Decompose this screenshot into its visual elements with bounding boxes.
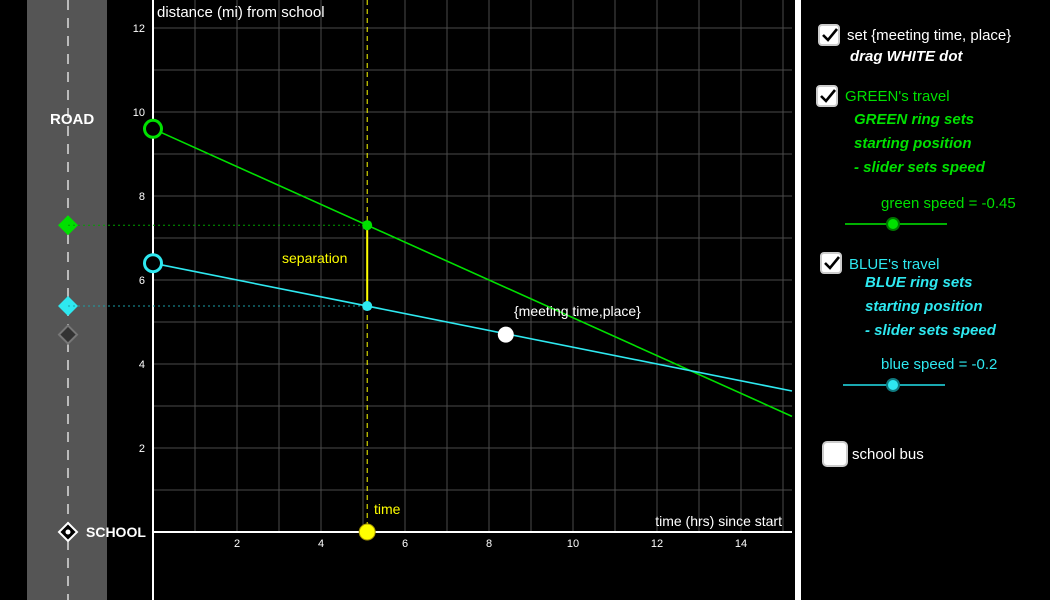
x-tick-label: 6 [402,538,408,550]
x-tick-label: 12 [651,538,663,550]
time-label: time [374,501,401,517]
checkmark-icon [820,89,837,103]
road [27,0,107,600]
green-speed-label: green speed = -0.45 [881,195,1016,212]
y-tick-label: 10 [133,107,145,119]
y-tick-label: 4 [139,359,145,371]
green-speed-slider-knob[interactable] [885,217,900,231]
green-travel-checkbox[interactable] [816,85,838,107]
y-tick-label: 2 [139,443,145,455]
control-panel: set {meeting time, place} drag WHITE dot… [801,0,1050,600]
blue-travel-checkbox[interactable] [820,252,842,274]
school-bus-label: school bus [852,446,924,463]
time-point [358,523,376,541]
panel-divider [795,0,801,600]
green-start-ring [143,118,163,139]
y-axis-label: distance (mi) from school [157,4,325,21]
set-meeting-checkbox[interactable] [818,24,840,46]
set-meeting-label: set {meeting time, place} [847,27,1012,44]
y-tick-label: 6 [139,275,145,287]
blue-time-point [362,301,373,312]
x-tick-label: 4 [318,538,324,550]
graph-background [0,0,795,600]
meeting-point [497,326,514,343]
graph-canvas[interactable]: 2 4 6 8 10 12 2 4 6 8 10 12 14 distance (mi) from sc… [0,0,795,600]
axes: 2 4 6 8 10 12 2 4 6 8 10 12 14 [133,0,792,600]
road-label: ROAD [50,111,94,128]
x-axis-label: time (hrs) since start [655,513,782,529]
y-tick-label: 12 [133,23,145,35]
green-line-1: GREEN ring sets [854,111,975,128]
blue-travel-line [152,262,793,392]
checkmark-icon [824,256,841,270]
school-label: SCHOOL [86,524,146,540]
separation-label: separation [282,250,347,266]
checkmark-icon [822,28,839,42]
green-line-3: - slider sets speed [854,159,985,176]
blue-start-ring [143,253,163,274]
school-bus-checkbox[interactable] [822,441,848,467]
x-tick-label: 10 [567,538,579,550]
drag-note: drag WHITE dot [850,48,963,65]
green-line-2: starting position [854,135,972,152]
school-road-marker-dot [65,529,71,535]
x-tick-label: 2 [234,538,240,550]
green-travel-line [152,128,793,418]
blue-line-1: BLUE ring sets [865,274,973,291]
y-tick-label: 8 [139,191,145,203]
blue-speed-label: blue speed = -0.2 [881,356,998,373]
blue-travel-label: BLUE's travel [849,256,940,273]
chart-marks [68,0,793,541]
x-tick-label: 8 [486,538,492,550]
meeting-road-marker [57,324,79,346]
blue-line-3: - slider sets speed [865,322,996,339]
blue-line-2: starting position [865,298,983,315]
meeting-label: {meeting time,place} [514,303,641,319]
blue-speed-slider-knob[interactable] [885,378,900,392]
green-time-point [362,220,373,231]
grid [153,0,792,532]
x-tick-label: 14 [735,538,747,550]
green-travel-label: GREEN's travel [845,88,950,105]
